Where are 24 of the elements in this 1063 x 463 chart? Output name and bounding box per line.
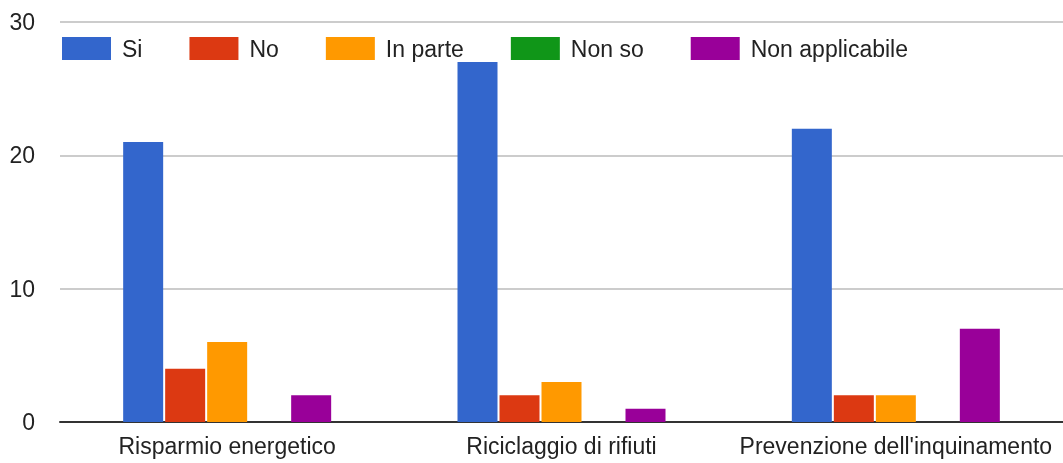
y-tick-label: 0 — [22, 409, 35, 435]
legend-label: No — [249, 35, 279, 62]
y-tick-label: 30 — [9, 9, 35, 35]
bar — [959, 328, 1000, 422]
bar — [875, 395, 916, 422]
bar — [625, 408, 666, 422]
bar — [457, 62, 498, 422]
legend-label: Non applicabile — [750, 35, 908, 62]
bar — [833, 395, 874, 422]
y-tick-label: 10 — [9, 275, 35, 302]
bar — [291, 395, 332, 422]
bar — [207, 342, 248, 422]
legend-label: Non so — [570, 35, 644, 62]
x-tick-label: Prevenzione dell'inquinamento — [739, 432, 1053, 459]
x-tick-label: Risparmio energetico — [118, 432, 336, 459]
bar — [499, 395, 540, 422]
bar — [165, 368, 206, 422]
y-tick-label: 20 — [9, 142, 35, 169]
legend-label: Si — [122, 35, 143, 62]
legend-label: In parte — [385, 35, 464, 62]
bar — [791, 128, 832, 422]
bar — [541, 382, 582, 422]
bar — [123, 142, 164, 422]
x-tick-label: Riciclaggio di rifiuti — [466, 432, 657, 459]
